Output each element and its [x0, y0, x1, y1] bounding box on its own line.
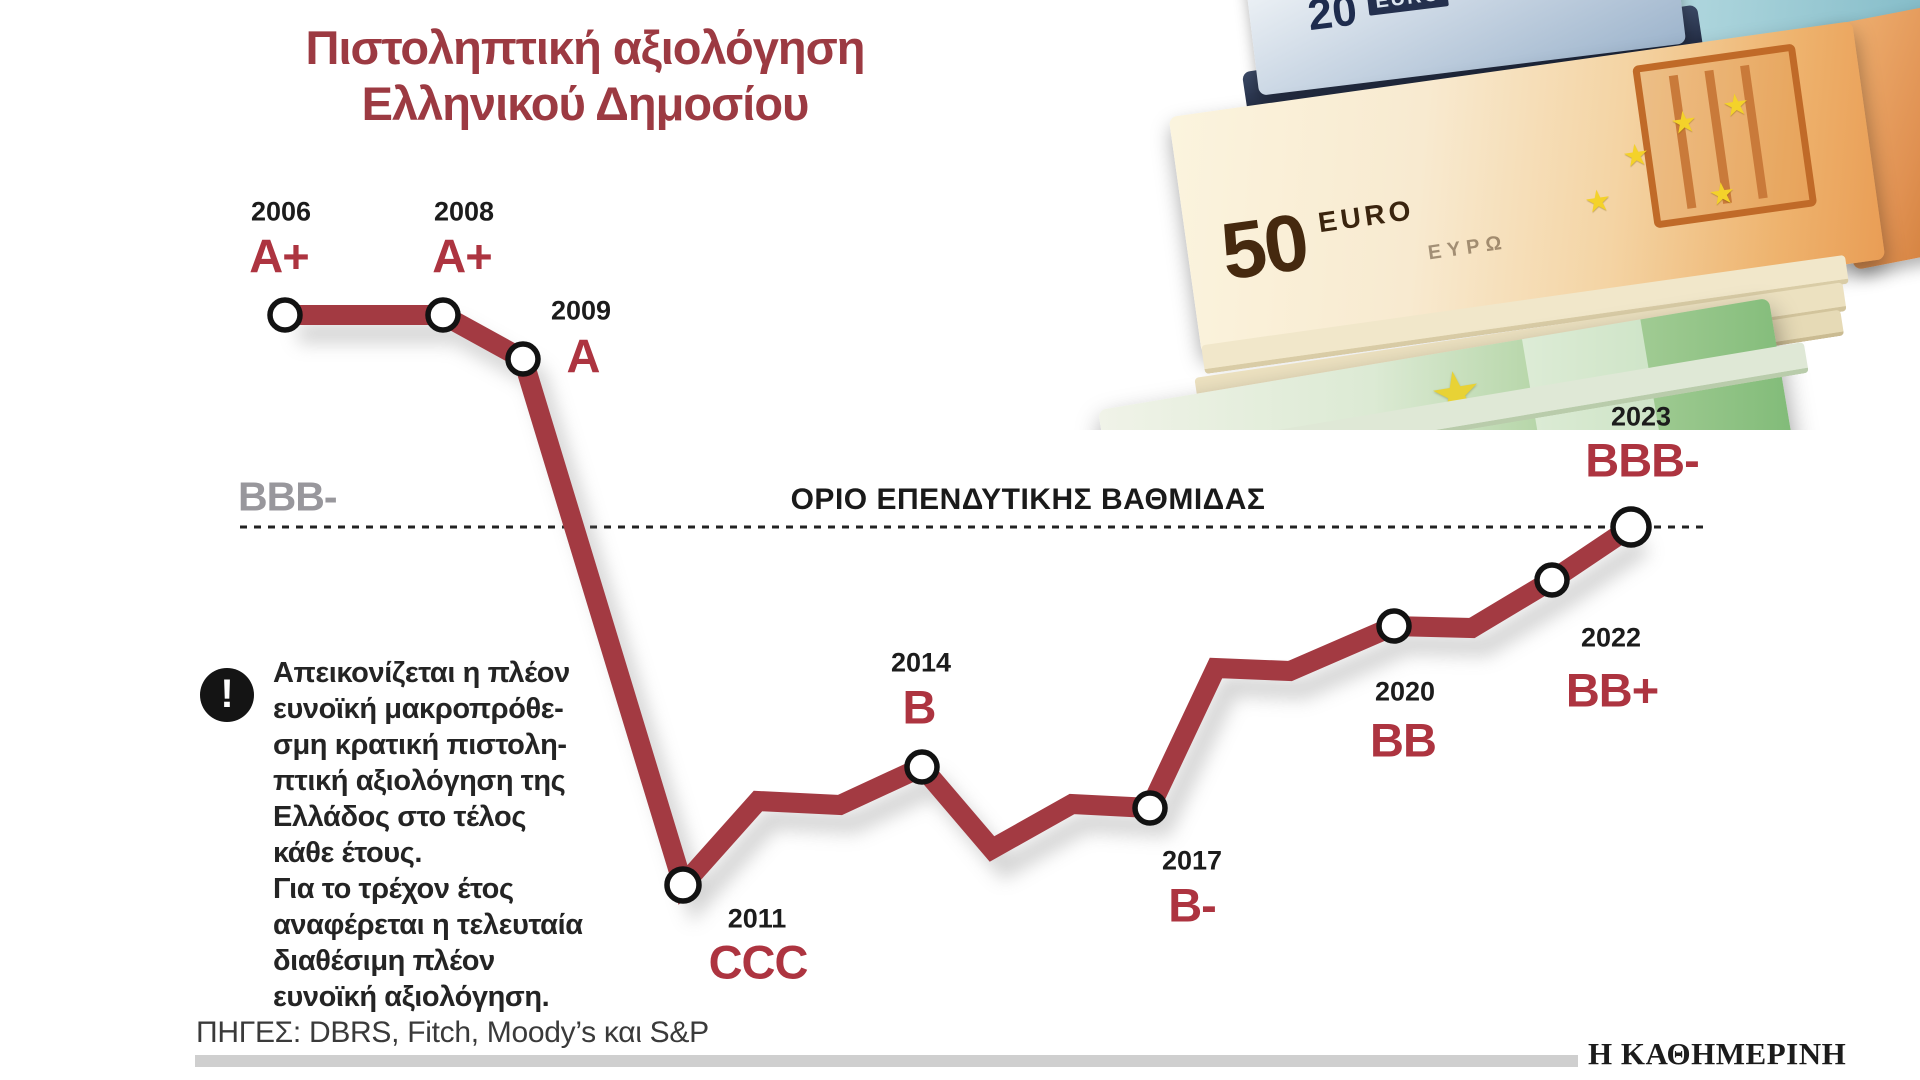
rating-label-2009: A [566, 329, 601, 383]
note-line: πτική αξιολόγηση της [273, 765, 566, 797]
page-title-line1: Πιστοληπτική αξιολόγηση [305, 21, 866, 74]
data-point-2014 [904, 749, 940, 785]
rating-label-2006: A+ [249, 229, 309, 283]
rating-label-2020: BB [1370, 713, 1437, 767]
methodology-note: Απεικονίζεται η πλέον ευνοϊκή μακροπρόθε… [273, 655, 613, 1015]
data-point-2006 [267, 297, 303, 333]
page-title: Πιστοληπτική αξιολόγηση Ελληνικού Δημοσί… [205, 20, 965, 132]
year-label-2014: 2014 [890, 647, 952, 678]
exclamation-icon: ! [200, 668, 254, 722]
year-label-2009: 2009 [550, 295, 612, 326]
rating-label-2022: BB+ [1565, 663, 1659, 717]
data-point-2022 [1534, 562, 1570, 598]
note-line: Απεικονίζεται η πλέον [273, 657, 570, 689]
year-label-2008: 2008 [433, 196, 495, 227]
note-line: διαθέσιμη πλέον [273, 945, 495, 977]
page-title-line2: Ελληνικού Δημοσίου [361, 77, 810, 130]
data-point-2009 [505, 341, 541, 377]
data-point-2017 [1132, 790, 1168, 826]
data-point-2023 [1610, 506, 1652, 548]
rating-label-2008: A+ [432, 229, 492, 283]
note-line: σμη κρατική πιστολη- [273, 729, 567, 761]
footer-divider-bar [195, 1055, 1578, 1067]
year-label-2006: 2006 [250, 196, 312, 227]
note-line: κάθε έτους. [273, 837, 423, 869]
note-line: Ελλάδος στο τέλος [273, 801, 527, 833]
data-point-2011 [664, 866, 702, 904]
kathimerini-logo: Η ΚΑΘΗΜΕΡΙΝΗ [1588, 1036, 1847, 1071]
rating-label-2014: B [902, 680, 937, 734]
rating-label-2017: B- [1168, 878, 1217, 932]
note-line: αναφέρεται η τελευταία [273, 909, 583, 941]
year-label-2017: 2017 [1161, 845, 1223, 876]
year-label-2022: 2022 [1580, 622, 1642, 653]
year-label-2023: 2023 [1610, 401, 1672, 432]
year-label-2011: 2011 [727, 903, 787, 934]
sources-line: ΠΗΓΕΣ: DBRS, Fitch, Moody’s και S&P [196, 1016, 709, 1049]
rating-line [285, 305, 1637, 905]
threshold-rating-label: BBB- [238, 473, 337, 520]
year-label-2020: 2020 [1374, 676, 1436, 707]
data-point-2008 [425, 297, 461, 333]
note-line: Για το τρέχον έτος [273, 873, 514, 905]
rating-label-2011: CCC [708, 935, 809, 989]
threshold-caption: ΟΡΙΟ ΕΠΕΝΔΥΤΙΚΗΣ ΒΑΘΜΙΔΑΣ [790, 483, 1266, 516]
rating-label-2023: BBB- [1585, 433, 1699, 487]
note-line: ευνοϊκή αξιολόγηση. [273, 981, 550, 1013]
note-line: ευνοϊκή μακροπρόθε- [273, 693, 564, 725]
data-point-2020 [1376, 608, 1412, 644]
